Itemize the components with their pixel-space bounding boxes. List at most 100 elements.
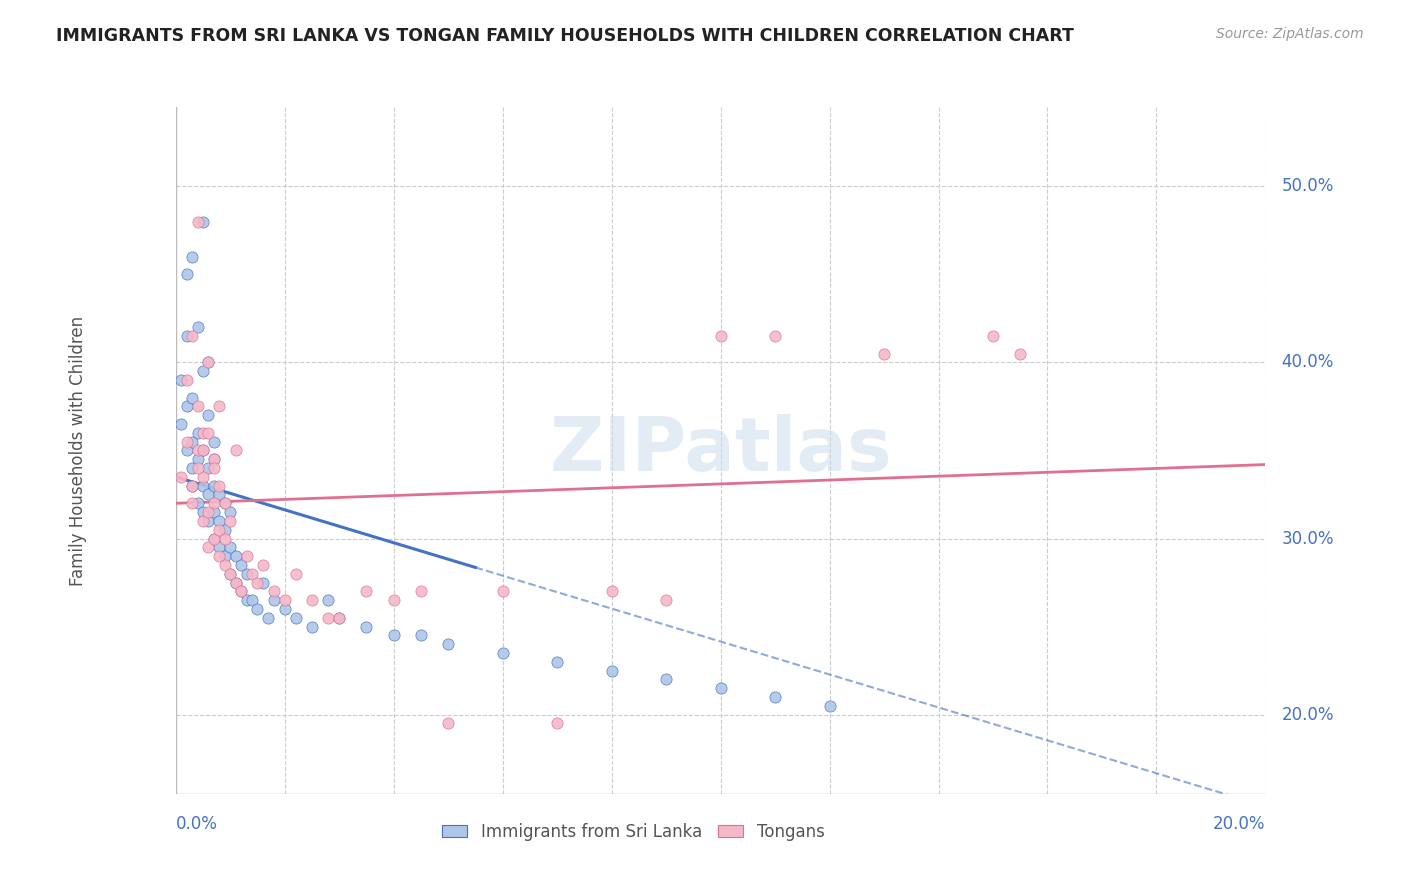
Point [263, 584, 285, 599]
Point [252, 575, 274, 590]
Point [235, 549, 257, 563]
Point [176, 434, 198, 449]
Point [710, 681, 733, 696]
Point [219, 505, 242, 519]
Point [176, 329, 198, 343]
Point [214, 496, 236, 510]
Point [197, 409, 219, 423]
Point [208, 523, 231, 537]
Point [186, 400, 209, 414]
Point [181, 250, 204, 264]
Point [208, 541, 231, 555]
Text: 0.0%: 0.0% [176, 815, 218, 833]
Point [546, 716, 568, 731]
Point [225, 443, 247, 458]
Point [257, 611, 280, 625]
Point [197, 461, 219, 475]
Point [231, 584, 253, 599]
Point [191, 514, 214, 528]
Point [356, 584, 378, 599]
Point [600, 664, 623, 678]
Text: ZIPatlas: ZIPatlas [550, 414, 891, 487]
Point [202, 496, 225, 510]
Point [235, 566, 257, 581]
Point [202, 532, 225, 546]
Point [181, 478, 204, 492]
Point [873, 346, 896, 360]
Point [231, 558, 253, 572]
Text: 50.0%: 50.0% [1282, 178, 1334, 195]
Point [328, 611, 350, 625]
Point [818, 698, 841, 713]
Point [710, 329, 733, 343]
Point [655, 593, 678, 607]
Point [191, 214, 214, 228]
Text: 20.0%: 20.0% [1282, 706, 1334, 723]
Point [202, 434, 225, 449]
Point [186, 425, 209, 440]
Point [208, 514, 231, 528]
Point [191, 443, 214, 458]
Point [202, 452, 225, 467]
Text: 40.0%: 40.0% [1282, 353, 1334, 371]
Point [208, 400, 231, 414]
Point [176, 268, 198, 282]
Point [197, 355, 219, 369]
Point [382, 628, 405, 642]
Point [186, 214, 209, 228]
Point [240, 593, 263, 607]
Point [176, 400, 198, 414]
Point [600, 584, 623, 599]
Point [763, 690, 786, 704]
Point [492, 584, 515, 599]
Point [546, 655, 568, 669]
Point [208, 487, 231, 501]
Point [219, 541, 242, 555]
Point [208, 478, 231, 492]
Point [186, 496, 209, 510]
Point [763, 329, 786, 343]
Point [181, 434, 204, 449]
Point [214, 558, 236, 572]
Point [409, 584, 432, 599]
Point [202, 452, 225, 467]
Point [181, 391, 204, 405]
Point [170, 417, 193, 431]
Point [318, 593, 340, 607]
Point [274, 602, 297, 616]
Point [301, 593, 323, 607]
Point [191, 478, 214, 492]
Point [274, 593, 297, 607]
Point [235, 593, 257, 607]
Text: 20.0%: 20.0% [1213, 815, 1265, 833]
Point [197, 355, 219, 369]
Point [284, 611, 307, 625]
Point [382, 593, 405, 607]
Point [219, 514, 242, 528]
Point [409, 628, 432, 642]
Point [214, 523, 236, 537]
Point [176, 443, 198, 458]
Point [225, 549, 247, 563]
Point [492, 646, 515, 660]
Point [202, 505, 225, 519]
Point [197, 425, 219, 440]
Text: Family Households with Children: Family Households with Children [69, 316, 87, 585]
Point [186, 452, 209, 467]
Point [186, 320, 209, 334]
Point [214, 496, 236, 510]
Point [191, 364, 214, 378]
Point [252, 558, 274, 572]
Point [202, 532, 225, 546]
Point [197, 541, 219, 555]
Text: IMMIGRANTS FROM SRI LANKA VS TONGAN FAMILY HOUSEHOLDS WITH CHILDREN CORRELATION : IMMIGRANTS FROM SRI LANKA VS TONGAN FAMI… [56, 27, 1074, 45]
Point [214, 532, 236, 546]
Text: 30.0%: 30.0% [1282, 530, 1334, 548]
Point [240, 566, 263, 581]
Point [170, 470, 193, 484]
Point [356, 619, 378, 633]
Point [225, 575, 247, 590]
Point [191, 470, 214, 484]
Point [263, 593, 285, 607]
Point [246, 602, 269, 616]
